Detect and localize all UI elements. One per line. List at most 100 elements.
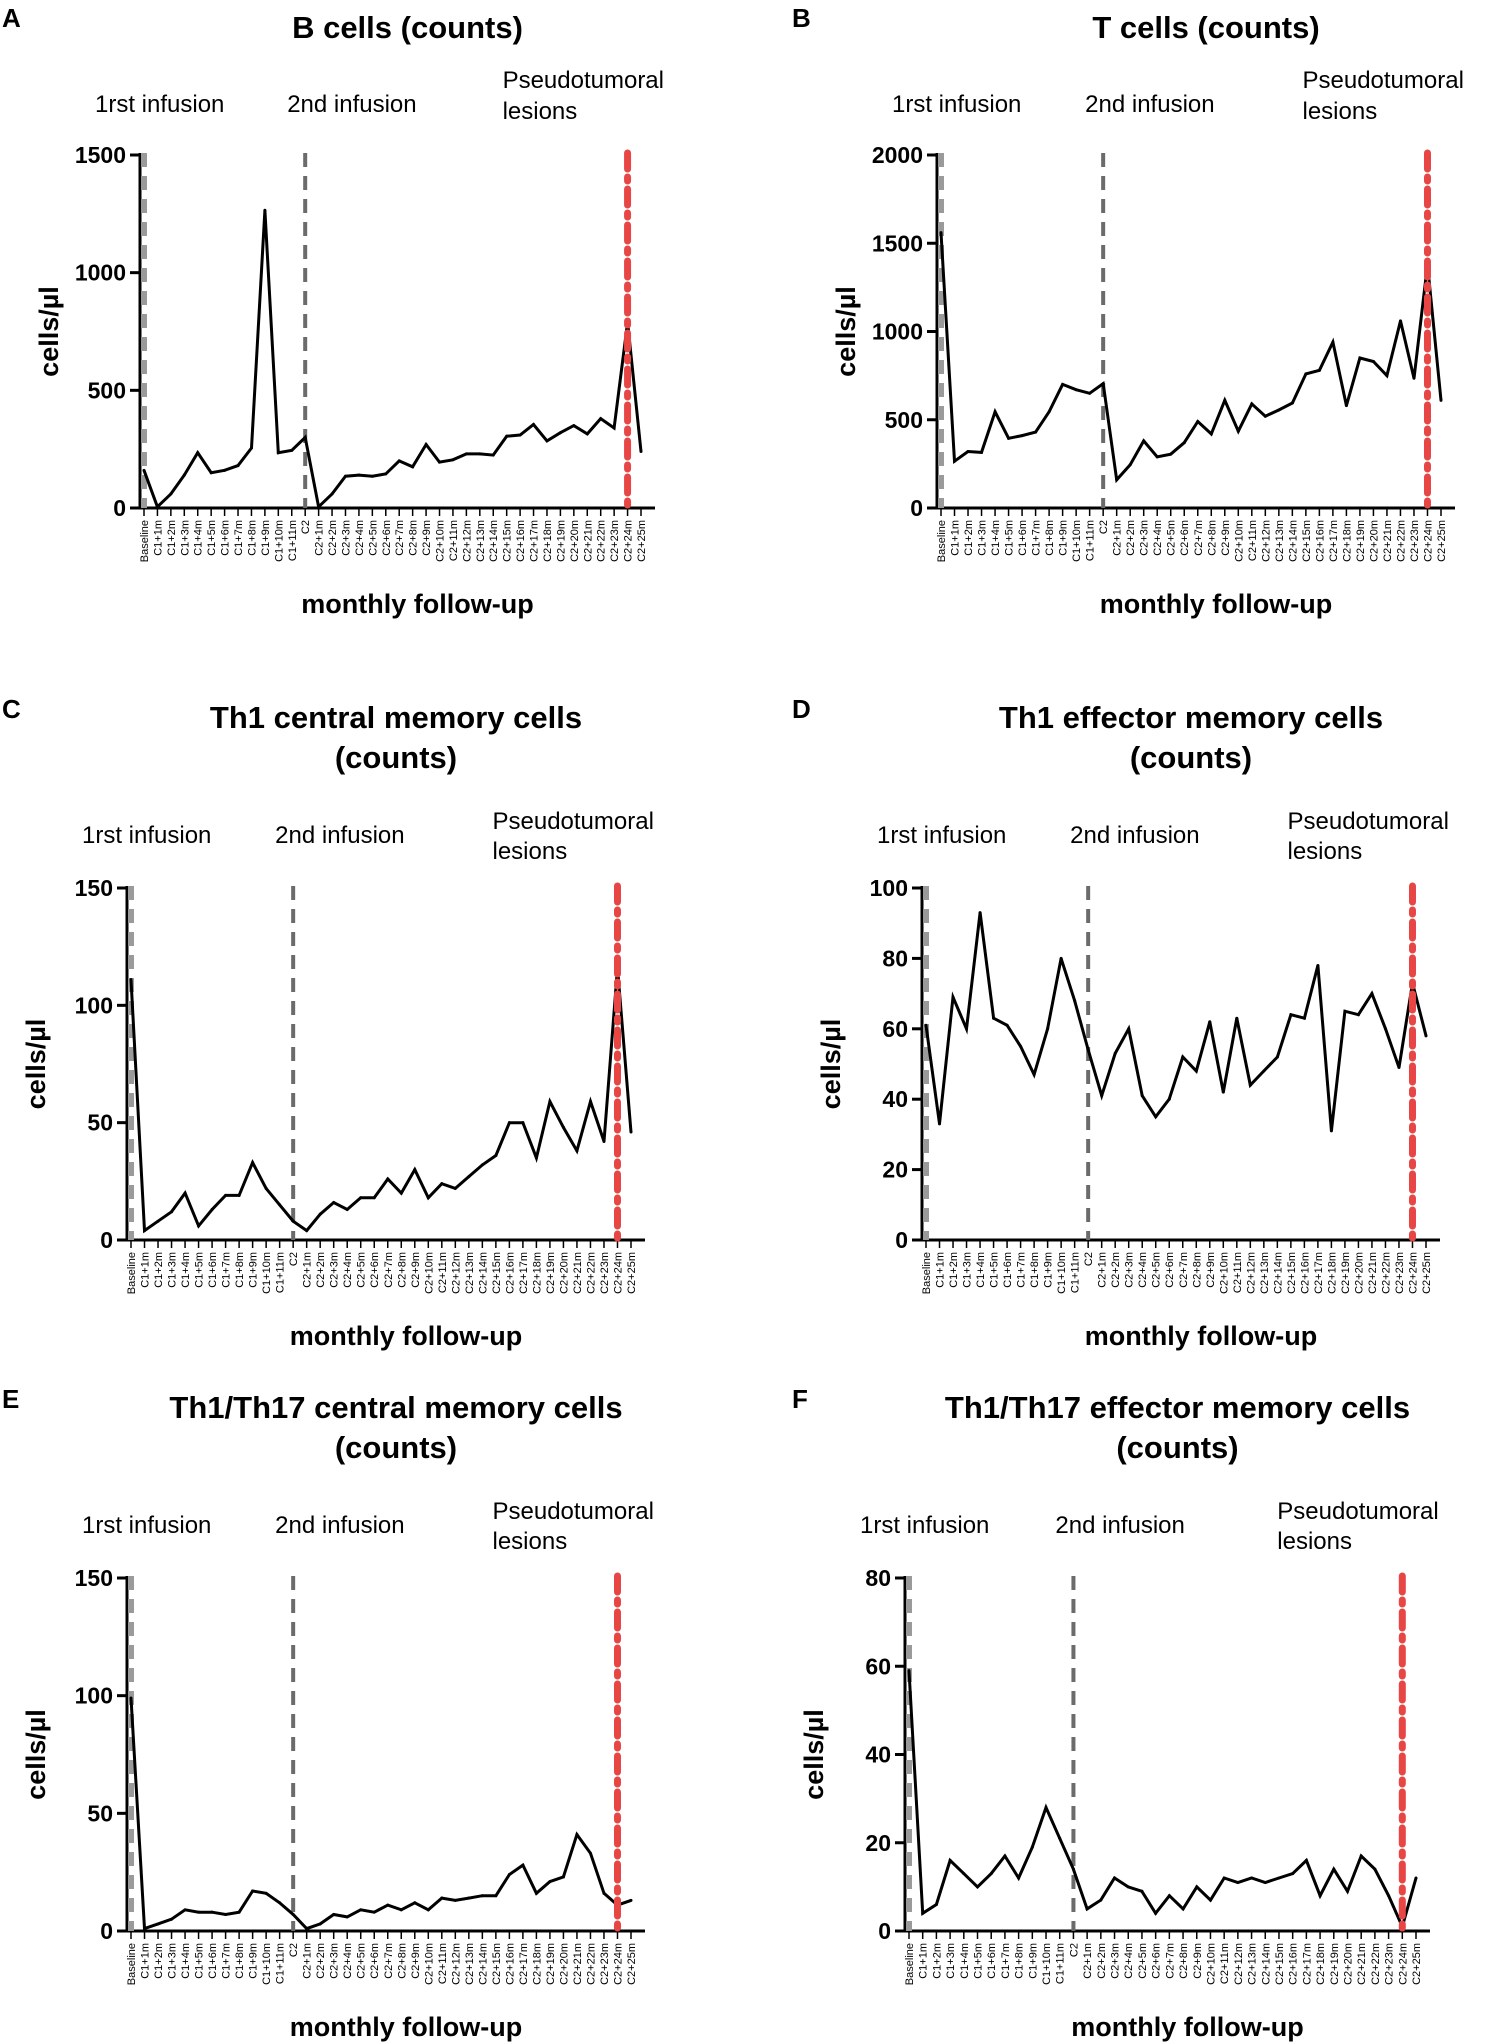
x-tick-label: C1+8m [234,1252,246,1288]
x-tick-label: C2+9m [410,1252,422,1288]
data-point [169,492,173,496]
data-point [467,1896,471,1900]
x-tick-label: C2+1m [1082,1943,1094,1979]
x-tick-label: C2+11m [437,1943,449,1984]
lesions-label: lesions [1277,1528,1352,1555]
x-tick-label: C2+21m [582,520,594,562]
y-axis-label: cells/µl [799,1709,829,1800]
data-point [1263,1880,1267,1884]
data-point [1250,1876,1254,1880]
x-tick-label: C2+18m [1326,1252,1338,1294]
x-tick-label: C2+18m [531,1252,543,1294]
data-point [129,978,133,982]
y-tick-label: 2000 [872,142,923,168]
x-tick-label: C2+5m [356,1252,368,1288]
x-tick-label: C1+6m [1017,520,1029,556]
data-point [413,1901,417,1905]
data-point [478,452,482,456]
x-tick-label: C2+8m [396,1252,408,1288]
y-axis-label: cells/µl [21,1709,51,1800]
data-point [978,911,982,915]
x-tick-label: C2+11m [1232,1252,1244,1293]
x-tick-label: C2+17m [518,1252,530,1294]
x-tick-label: C2+20m [1368,520,1380,562]
data-point [1275,1055,1279,1059]
x-tick-label: C2+3m [1139,520,1151,556]
x-tick-label: C2+25m [626,1943,638,1985]
data-point [962,1872,966,1876]
data-point [249,446,253,450]
x-tick-label: C2+19m [555,520,567,562]
data-point [1387,1894,1391,1898]
data-point [1007,436,1011,440]
data-point [1291,1872,1295,1876]
data-point [948,1858,952,1862]
x-tick-label: C2 [288,1252,300,1266]
data-point [907,1669,911,1673]
chart-title: Th1/Th17 central memory cells [169,1390,622,1425]
y-tick-label: 1000 [872,319,923,345]
data-point [1262,1069,1266,1073]
x-tick-label: C2+12m [450,1252,462,1294]
data-point [1208,1898,1212,1902]
data-point [1236,1880,1240,1884]
data-point [1329,1129,1333,1133]
data-point [156,1219,160,1223]
x-tick-label: C2+6m [381,520,393,556]
data-point [264,1891,268,1895]
data-point [1344,404,1348,408]
x-tick-label: C2+1m [1097,1252,1109,1288]
data-point [980,450,984,454]
second-infusion-label: 2nd infusion [1085,91,1214,118]
x-tick-label: C1+8m [1044,520,1056,556]
data-point [264,1186,268,1190]
data-point [1154,1911,1158,1915]
x-tick-label: C2+7m [1164,1943,1176,1979]
data-point [965,1027,969,1031]
x-tick-label: C2+11m [1219,1943,1231,1984]
data-point [480,1163,484,1167]
data-point [1115,478,1119,482]
data-point [1208,1020,1212,1024]
x-tick-label: C2+3m [340,520,352,556]
lesions-label: lesions [503,98,578,125]
x-tick-label: C1+3m [167,1252,179,1288]
x-tick-label: C2+9m [1220,520,1232,556]
y-tick-label: 50 [87,1110,113,1136]
first-infusion-label: 1rst infusion [892,91,1021,118]
data-point [534,1156,538,1160]
x-tick-label: C2+9m [1205,1252,1217,1288]
data-point [1074,388,1078,392]
y-axis-label: cells/µl [21,1019,51,1110]
x-tick-label: C2+22m [596,520,608,562]
data-point [1356,1013,1360,1017]
x-tick-label: C2+21m [1382,520,1394,562]
data-point [575,1149,579,1153]
data-point [384,472,388,476]
x-tick-label: C2+22m [1395,520,1407,562]
x-tick-label: C2+25m [1411,1943,1423,1985]
y-tick-label: 60 [882,1016,908,1042]
data-point [210,1207,214,1211]
data-point [1398,319,1402,323]
data-point [599,417,603,421]
x-tick-label: C2+3m [329,1252,341,1288]
x-tick-label: C2+15m [491,1252,503,1294]
x-tick-label: C2+2m [1096,1943,1108,1979]
x-tick-label: C2+8m [1206,520,1218,556]
x-tick-label: C2+15m [1301,520,1313,562]
series-line [129,1697,632,1931]
y-tick-label: 150 [75,1565,113,1591]
data-point [1181,1907,1185,1911]
data-point [1140,1889,1144,1893]
y-tick-label: 0 [878,1918,891,1944]
x-tick-label: C2+8m [408,520,420,556]
x-tick-label: C2+22m [585,1252,597,1294]
y-tick-label: 1500 [75,142,126,168]
second-infusion-label: 2nd infusion [275,1512,404,1539]
lesions-label: lesions [492,1528,567,1555]
data-point [129,1696,133,1700]
x-tick-label: C2+17m [518,1943,530,1985]
data-point [1059,956,1063,960]
data-point [1099,1898,1103,1902]
